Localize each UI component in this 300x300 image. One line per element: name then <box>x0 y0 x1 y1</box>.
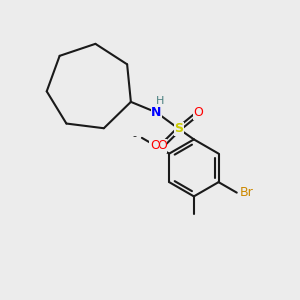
Text: S: S <box>174 122 183 135</box>
Text: O: O <box>150 139 160 152</box>
Text: H: H <box>156 96 164 106</box>
Text: N: N <box>151 106 162 119</box>
Text: O: O <box>157 140 167 152</box>
Text: O: O <box>194 106 203 119</box>
Text: Br: Br <box>240 186 254 199</box>
Text: -: - <box>133 131 136 141</box>
